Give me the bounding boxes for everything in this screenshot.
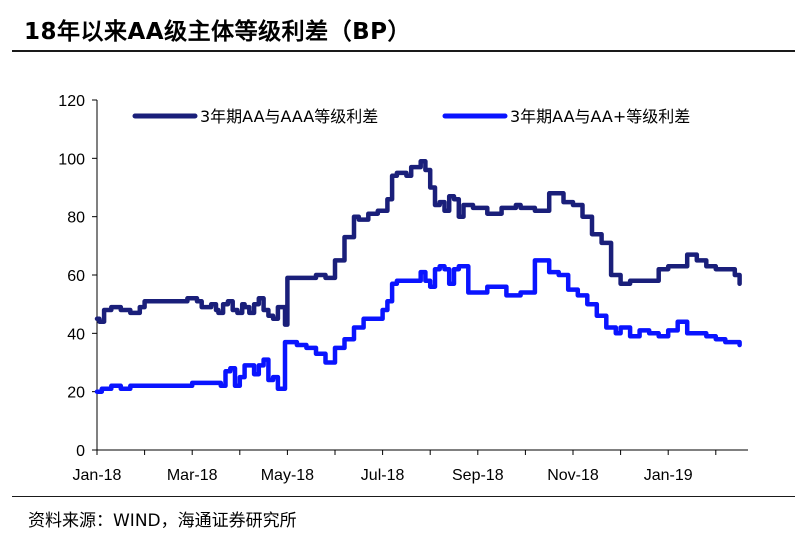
title-rule [12,50,795,52]
y-tick-label: 60 [67,268,85,285]
legend-label-1: 3年期AA与AAA等级利差 [200,107,378,126]
series-line-1 [94,159,742,327]
y-tick-label: 20 [67,385,85,402]
x-tick-label: Nov-18 [547,467,599,484]
chart-title: 18年以来AA级主体等级利差（BP） [24,19,411,45]
chart-axes: 0 20 40 60 80 100 120 Jan-18 Mar-18 May-18 Jul-18 S… [58,93,748,484]
x-tick-label: Sep-18 [452,467,504,484]
series-line-2 [94,258,742,394]
source-rule [12,496,795,497]
x-tick-label: Jul-18 [361,467,405,484]
y-tick-label: 40 [67,326,85,343]
x-tick-label: Jan-19 [644,467,693,484]
y-tick-label: 120 [58,93,85,110]
x-tick-label: Mar-18 [167,467,218,484]
x-tick-label: Jan-18 [73,467,122,484]
source-note: 资料来源：WIND，海通证券研究所 [28,511,297,531]
x-tick-label: May-18 [261,467,314,484]
legend-label-2: 3年期AA与AA+等级利差 [510,107,690,126]
chart-legend: 3年期AA与AAA等级利差 3年期AA与AA+等级利差 [132,107,690,126]
y-tick-label: 0 [76,443,85,460]
y-tick-label: 100 [58,151,85,168]
chart-series [94,159,742,394]
y-tick-label: 80 [67,210,85,227]
